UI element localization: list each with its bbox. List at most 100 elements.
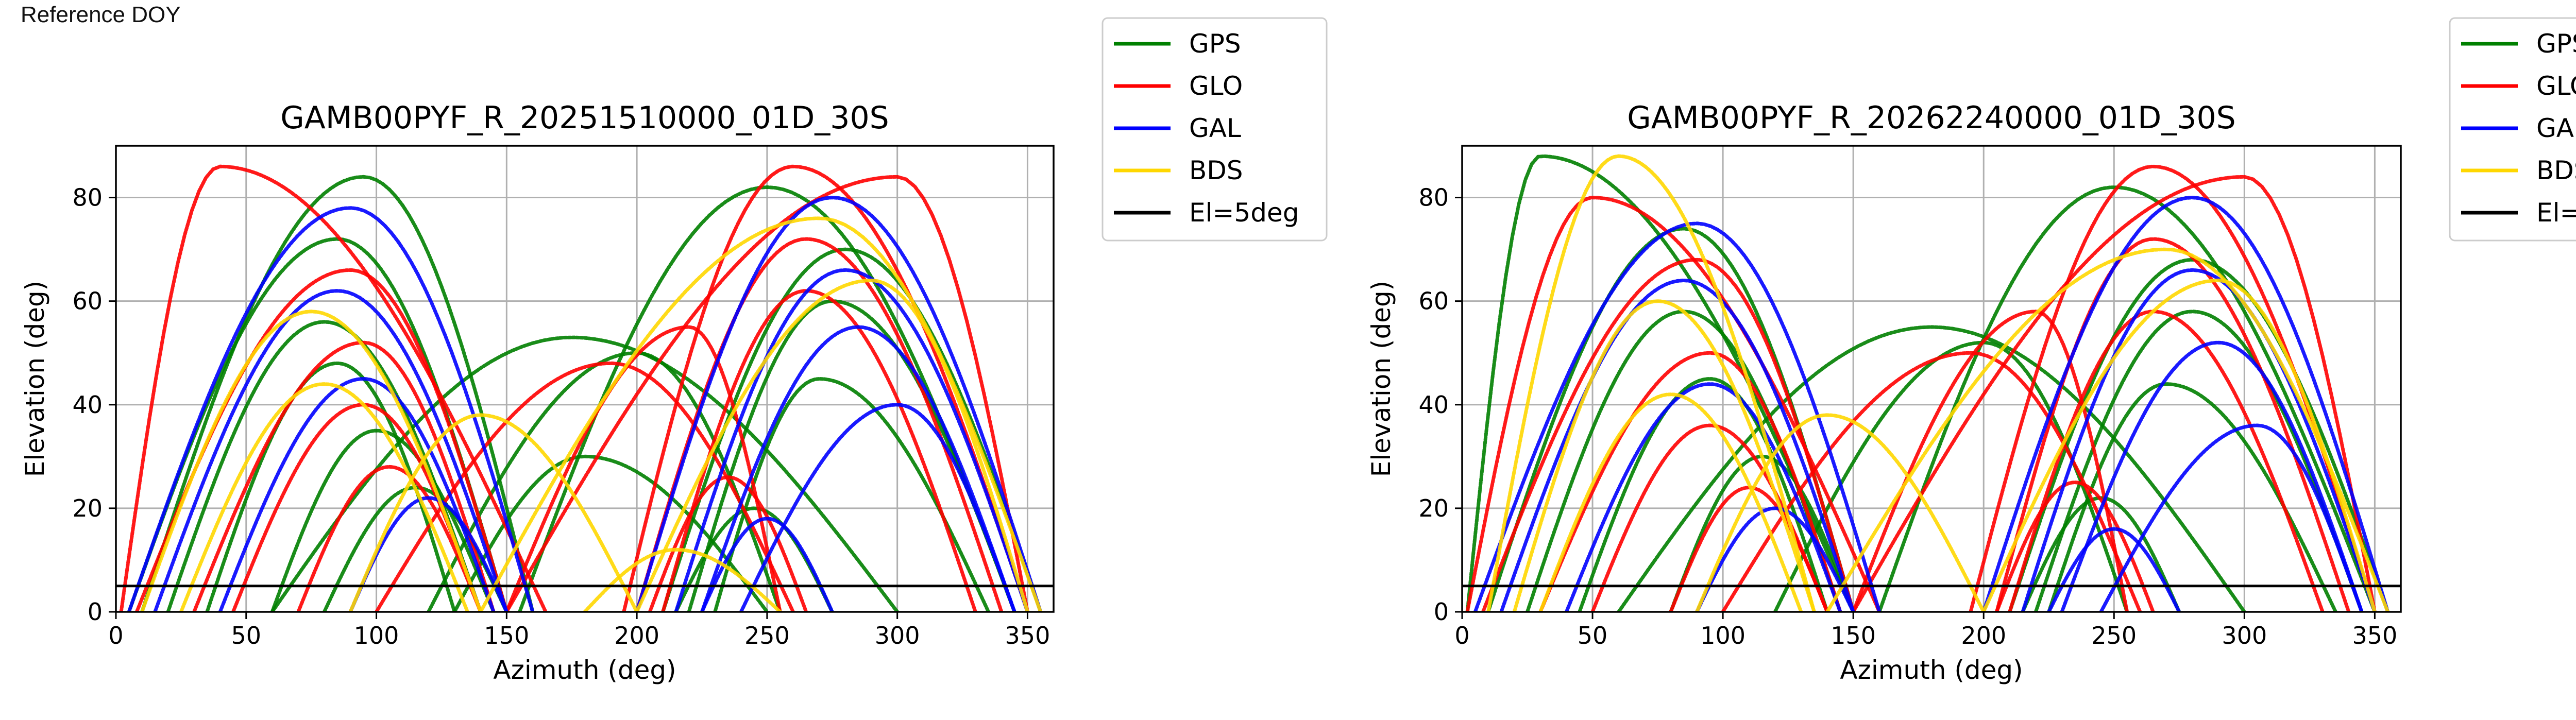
- legend-box: [1101, 17, 1328, 242]
- satellite-track: [1481, 258, 1855, 612]
- chart-title: GAMB00PYF_R_20251510000_01D_30S: [280, 100, 889, 136]
- satellite-track: [218, 377, 496, 612]
- satellite-track: [375, 361, 795, 612]
- satellite-track: [661, 289, 977, 612]
- series-gps: [1465, 154, 2390, 612]
- satellite-track: [1564, 382, 1842, 612]
- legend-label: BDS: [1189, 156, 1243, 185]
- x-tick-label: 300: [2222, 622, 2267, 649]
- satellite-track: [622, 164, 1029, 612]
- x-tick-label: 200: [614, 622, 659, 649]
- satellite-track: [1538, 351, 1842, 612]
- series-bds: [1486, 154, 2390, 612]
- satellite-track: [1877, 185, 2377, 612]
- y-axis-label: Elevation (deg): [20, 281, 50, 477]
- satellite-track: [1473, 221, 1882, 612]
- satellite-track: [1578, 377, 1829, 612]
- y-tick-label: 40: [1418, 391, 1449, 419]
- legend-label: GPS: [2536, 29, 2576, 59]
- x-tick-label: 250: [744, 622, 790, 649]
- satellite-track: [583, 547, 782, 612]
- satellite-track: [700, 325, 1016, 612]
- legend-label: GLO: [2536, 71, 2576, 101]
- skyplot-chart-right: 0 50 100 150 200 250 300 350 0 20 40 60 80 GAMB00PYF_…: [1366, 17, 2576, 685]
- y-axis-label: Elevation (deg): [1366, 281, 1396, 477]
- satellite-track: [635, 196, 1043, 612]
- satellite-track: [1499, 278, 1855, 612]
- satellite-track: [648, 475, 808, 612]
- satellite-track: [348, 413, 639, 612]
- legend: GPS GLO GAL BDS El=5deg: [2449, 17, 2576, 242]
- legend-label: GAL: [1189, 113, 1241, 143]
- satellite-track: [1695, 413, 1986, 612]
- satellite-track: [179, 382, 469, 612]
- satellite-track: [1851, 310, 2129, 612]
- plot-area: [1462, 154, 2401, 612]
- satellite-track: [739, 403, 1016, 612]
- legend-label: GPS: [1189, 29, 1241, 59]
- satellite-track: [2099, 423, 2364, 612]
- plot-frame: [115, 145, 1055, 613]
- satellite-track: [2021, 268, 2377, 612]
- satellite-track: [1695, 506, 1855, 612]
- satellite-track: [1995, 481, 2155, 612]
- x-axis-label: Azimuth (deg): [1840, 655, 2023, 685]
- series-gps: [127, 175, 1043, 612]
- x-tick-label: 100: [354, 622, 399, 649]
- x-tick-label: 350: [2352, 622, 2397, 649]
- satellite-track: [1486, 154, 1816, 612]
- y-tick-label: 0: [1434, 598, 1449, 626]
- satellite-track: [140, 175, 535, 612]
- x-tick-label: 0: [108, 622, 123, 649]
- y-tick-label: 20: [1418, 494, 1449, 522]
- x-tick-label: 300: [875, 622, 920, 649]
- legend-label: El=5deg: [1189, 198, 1299, 228]
- satellite-track: [166, 320, 483, 612]
- y-tick-label: 80: [72, 184, 103, 212]
- plot-frame: [1461, 145, 2402, 613]
- x-tick-label: 100: [1700, 622, 1745, 649]
- x-tick-label: 350: [1005, 622, 1050, 649]
- chart-title: GAMB00PYF_R_20262240000_01D_30S: [1627, 100, 2235, 136]
- reference-doy-label: Reference DOY: [21, 2, 181, 27]
- x-tick-label: 0: [1454, 622, 1469, 649]
- plot-area: [116, 164, 1054, 612]
- series-gal: [1473, 196, 2390, 612]
- x-tick-label: 50: [231, 622, 262, 649]
- satellite-track: [1538, 392, 1803, 612]
- satellite-track: [504, 175, 1029, 612]
- satellite-track: [2060, 340, 2364, 612]
- skyplot-chart-left: 0 50 100 150 200 250 300 350 0 20 40 60 80 GAMB00PYF_…: [20, 17, 1328, 685]
- y-tick-label: 60: [1418, 287, 1449, 315]
- y-tick-label: 80: [1418, 184, 1449, 212]
- x-tick-label: 250: [2091, 622, 2137, 649]
- satellite-track: [153, 289, 509, 612]
- y-tick-label: 0: [88, 598, 103, 626]
- satellite-track: [119, 164, 548, 612]
- legend-label: GAL: [2536, 113, 2576, 143]
- series-gal: [127, 196, 1043, 612]
- x-tick-label: 150: [484, 622, 529, 649]
- satellite-track: [1851, 175, 2377, 612]
- satellite-track: [1465, 196, 1882, 612]
- satellite-track: [1995, 237, 2351, 612]
- satellite-track: [1617, 325, 2246, 612]
- satellite-track: [635, 278, 1029, 612]
- satellite-track: [427, 351, 782, 612]
- y-tick-label: 60: [72, 287, 103, 315]
- satellite-track: [2047, 527, 2181, 612]
- satellite-track: [1981, 196, 2390, 612]
- satellite-track: [674, 268, 1029, 612]
- satellite-track: [1526, 310, 1842, 612]
- satellite-track: [2033, 310, 2364, 612]
- satellite-track: [1512, 299, 1816, 612]
- x-tick-label: 50: [1578, 622, 1608, 649]
- satellite-track: [1981, 278, 2377, 612]
- series-glo: [119, 164, 1029, 612]
- legend-label: GLO: [1189, 71, 1243, 101]
- legend-label: El=5deg: [2536, 198, 2576, 228]
- satellite-track: [127, 206, 535, 612]
- y-tick-label: 20: [72, 494, 103, 522]
- satellite-track: [1721, 351, 2142, 612]
